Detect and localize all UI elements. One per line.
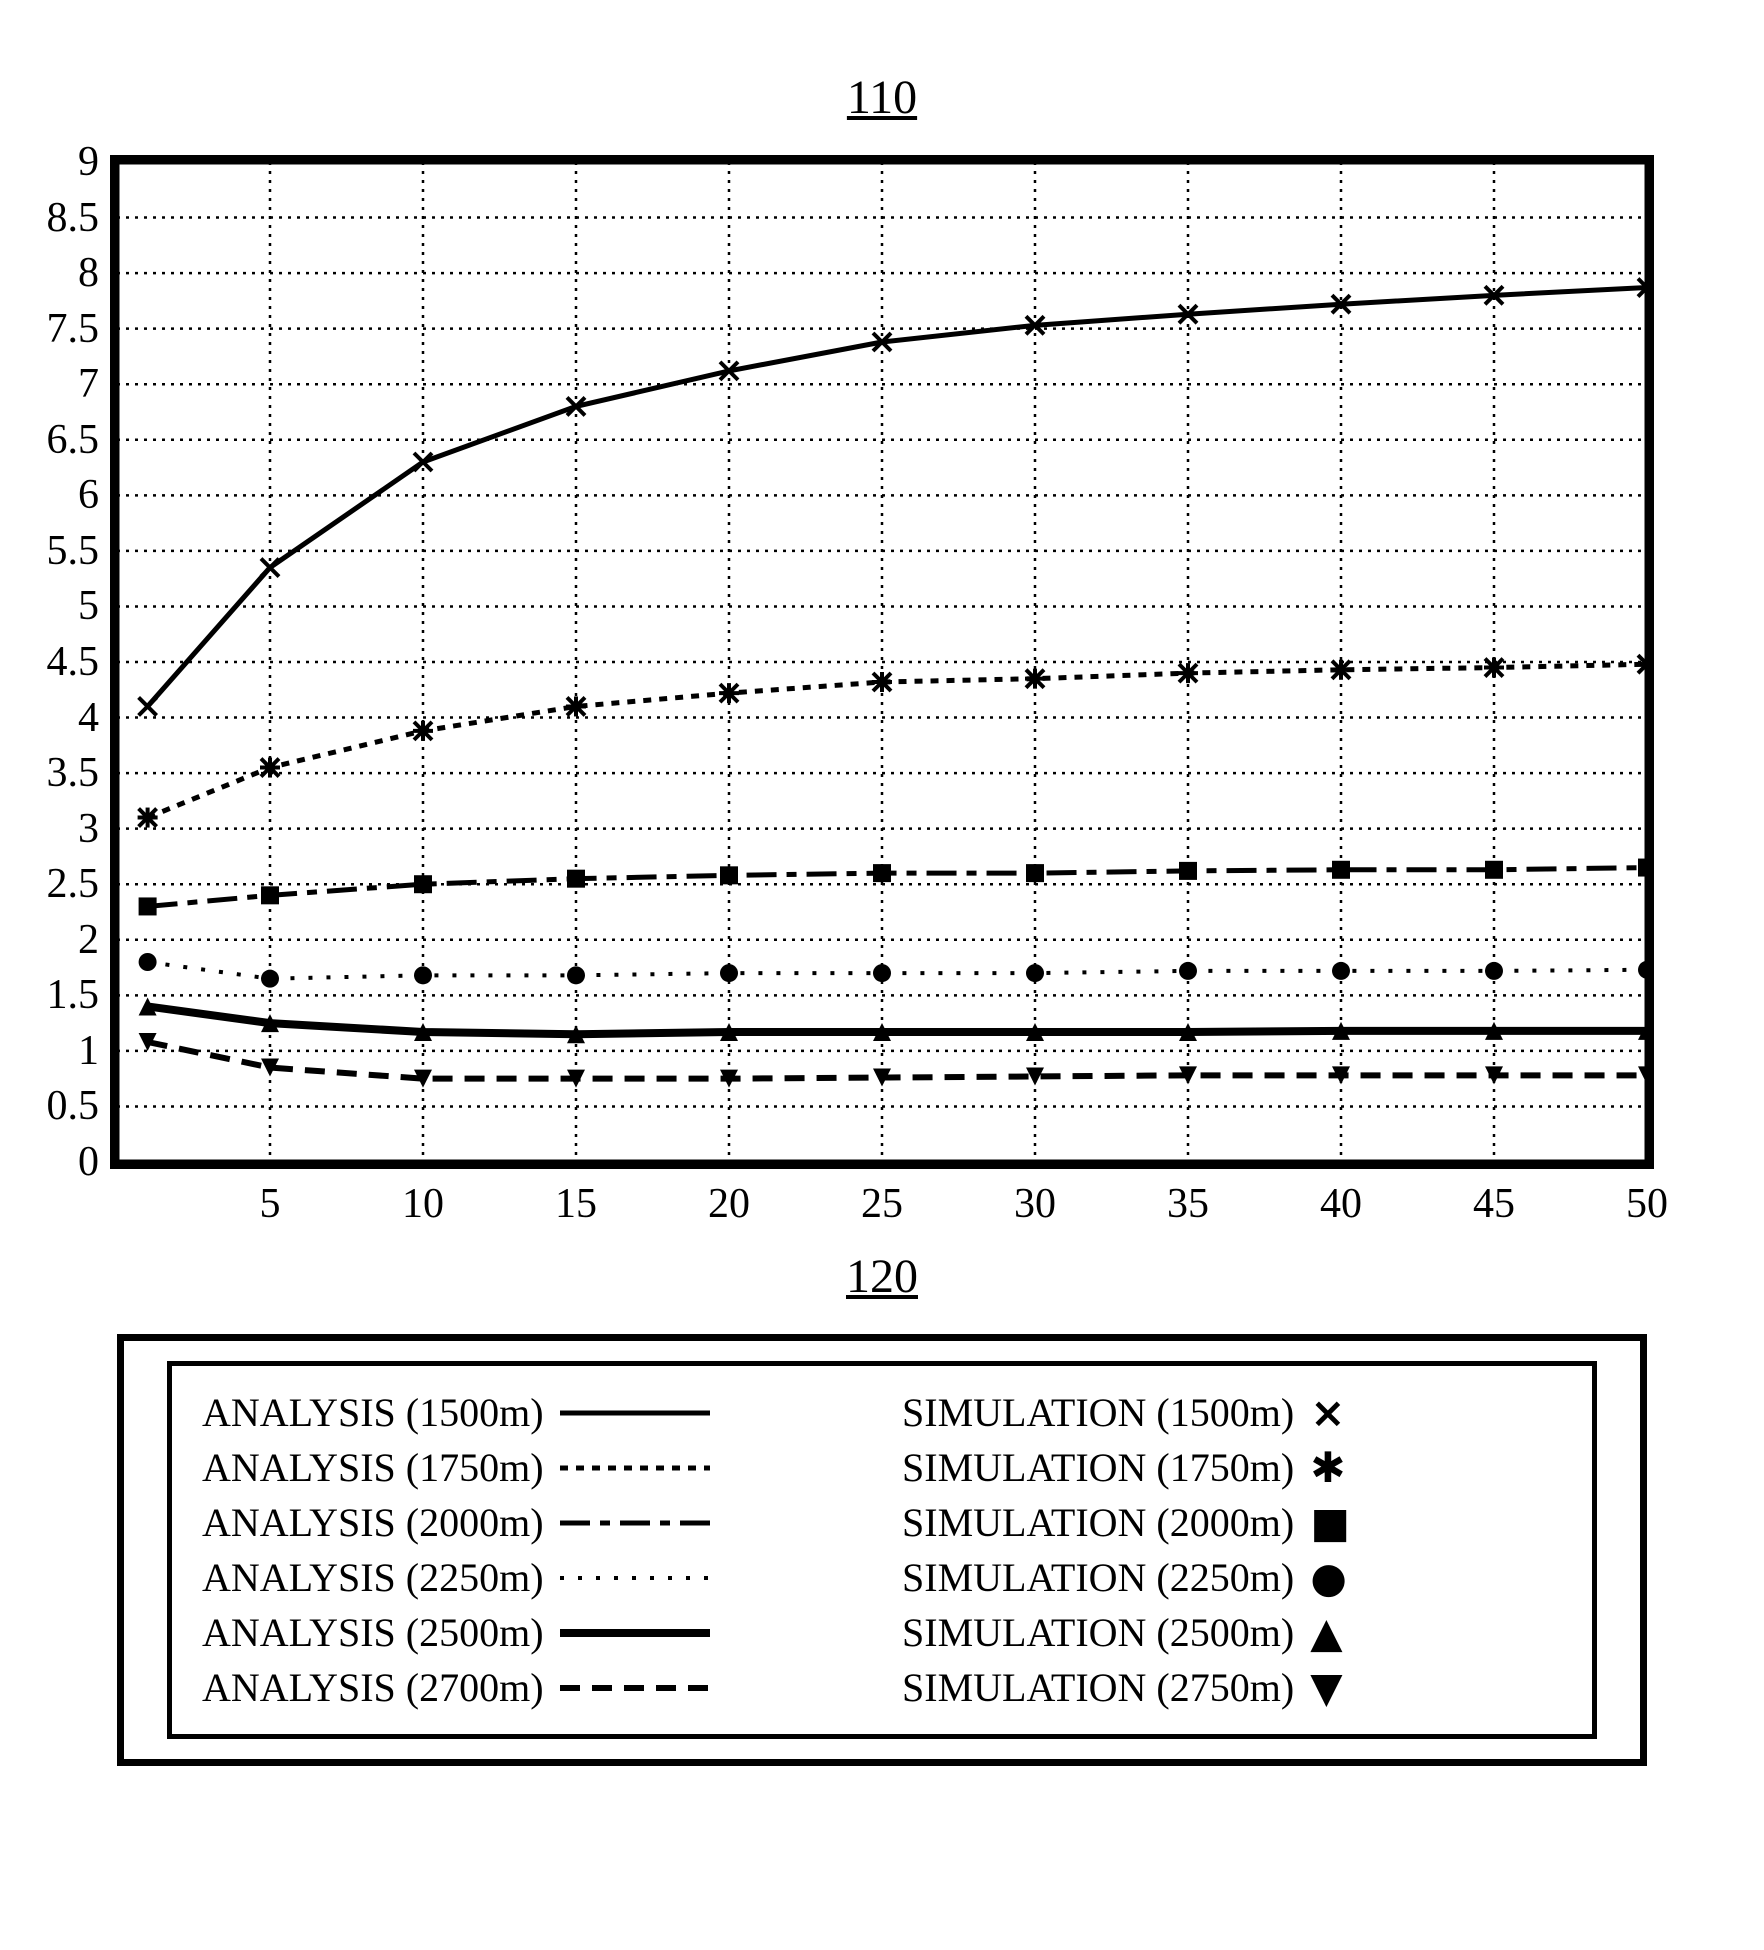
legend-item: SIMULATION (2250m) ● [902, 1553, 1562, 1602]
legend-item: ANALYSIS (2500m) [202, 1608, 862, 1657]
legend-label: ANALYSIS (2250m) [202, 1554, 544, 1601]
legend-inner-box: ANALYSIS (1500m) SIMULATION (1500m) × ANALY… [167, 1361, 1597, 1739]
figure-label-top: 110 [100, 70, 1664, 125]
y-tick-label: 4.5 [47, 638, 100, 686]
legend-item: SIMULATION (1500m) × [902, 1388, 1562, 1437]
y-tick-label: 2.5 [47, 860, 100, 908]
legend-line-swatch [560, 1676, 710, 1700]
legend-item: SIMULATION (2500m) ▲ [902, 1608, 1562, 1657]
legend-label: SIMULATION (2750m) [902, 1664, 1294, 1711]
legend-marker-icon: ● [1310, 1553, 1347, 1602]
legend-label: ANALYSIS (1500m) [202, 1389, 544, 1436]
y-tick-label: 1 [78, 1027, 99, 1075]
page: 110 510152025303540455000.511.522.533.54… [0, 0, 1764, 1950]
legend-marker-icon: ▼ [1310, 1663, 1342, 1712]
y-tick-label: 8 [78, 249, 99, 297]
y-tick-label: 5.5 [47, 527, 100, 575]
x-tick-label: 45 [1473, 1180, 1515, 1228]
legend-line-swatch [560, 1621, 710, 1645]
legend-marker-icon: × [1310, 1388, 1345, 1437]
legend-line-swatch [560, 1566, 710, 1590]
y-tick-label: 3 [78, 805, 99, 853]
legend-marker-icon: ▲ [1310, 1608, 1342, 1657]
legend-item: SIMULATION (2000m) ■ [902, 1498, 1562, 1547]
legend-label: SIMULATION (1750m) [902, 1444, 1294, 1491]
legend-outer-box: ANALYSIS (1500m) SIMULATION (1500m) × ANALY… [117, 1334, 1647, 1766]
y-tick-label: 2 [78, 916, 99, 964]
y-tick-label: 9 [78, 138, 99, 186]
legend-marker-icon: ■ [1310, 1498, 1350, 1547]
chart-svg [117, 162, 1647, 1162]
y-tick-label: 6.5 [47, 416, 100, 464]
legend-item: ANALYSIS (2700m) [202, 1663, 862, 1712]
legend-label: ANALYSIS (1750m) [202, 1444, 544, 1491]
x-tick-label: 5 [260, 1180, 281, 1228]
legend-label: SIMULATION (1500m) [902, 1389, 1294, 1436]
legend-item: ANALYSIS (1750m) [202, 1443, 862, 1492]
legend-label: ANALYSIS (2500m) [202, 1609, 544, 1656]
x-tick-label: 50 [1626, 1180, 1668, 1228]
y-tick-label: 0.5 [47, 1082, 100, 1130]
y-tick-label: 7 [78, 360, 99, 408]
x-tick-label: 20 [708, 1180, 750, 1228]
x-tick-label: 30 [1014, 1180, 1056, 1228]
y-tick-label: 1.5 [47, 971, 100, 1019]
y-tick-label: 8.5 [47, 194, 100, 242]
legend-label: SIMULATION (2500m) [902, 1609, 1294, 1656]
legend-line-swatch [560, 1511, 710, 1535]
y-tick-label: 6 [78, 471, 99, 519]
y-tick-label: 3.5 [47, 749, 100, 797]
chart-area: 510152025303540455000.511.522.533.544.55… [110, 155, 1654, 1169]
legend-marker-icon: ✱ [1310, 1443, 1345, 1492]
legend-item: SIMULATION (1750m) ✱ [902, 1443, 1562, 1492]
x-tick-label: 25 [861, 1180, 903, 1228]
legend-label: ANALYSIS (2000m) [202, 1499, 544, 1546]
y-tick-label: 4 [78, 694, 99, 742]
x-tick-label: 15 [555, 1180, 597, 1228]
y-tick-label: 0 [78, 1138, 99, 1186]
y-tick-label: 5 [78, 582, 99, 630]
x-tick-label: 40 [1320, 1180, 1362, 1228]
legend-item: ANALYSIS (1500m) [202, 1388, 862, 1437]
legend-label: ANALYSIS (2700m) [202, 1664, 544, 1711]
legend-item: ANALYSIS (2250m) [202, 1553, 862, 1602]
legend-label: SIMULATION (2250m) [902, 1554, 1294, 1601]
y-tick-label: 7.5 [47, 305, 100, 353]
legend-label: SIMULATION (2000m) [902, 1499, 1294, 1546]
legend-line-swatch [560, 1456, 710, 1480]
x-tick-label: 35 [1167, 1180, 1209, 1228]
legend-item: SIMULATION (2750m) ▼ [902, 1663, 1562, 1712]
legend-item: ANALYSIS (2000m) [202, 1498, 862, 1547]
legend-line-swatch [560, 1401, 710, 1425]
x-tick-label: 10 [402, 1180, 444, 1228]
figure-label-bottom: 120 [100, 1249, 1664, 1304]
